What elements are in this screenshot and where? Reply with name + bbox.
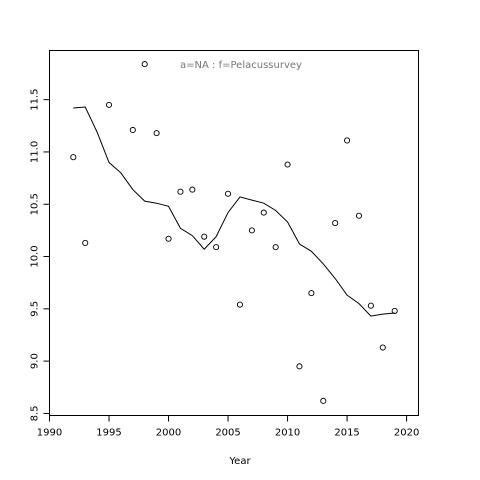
x-tick-label: 2015 [334,428,359,439]
plot-frame [49,50,419,416]
chart-annotation: a=NA : f=Pelacussurvey [180,60,302,71]
data-point [177,188,184,195]
data-point [332,220,339,227]
data-point [153,130,160,137]
series-line [73,106,395,317]
data-point [189,186,196,193]
data-point [248,227,255,234]
data-point [320,397,327,404]
x-axis-title: Year [228,456,251,467]
y-tick-label: 9.5 [30,301,41,317]
data-point [141,61,148,68]
y-tick-label: 10.5 [30,193,41,215]
data-point [355,212,363,219]
data-point [284,161,291,168]
y-axis: 8.5 9.0 9.5 10.0 10.5 11.0 11.5 [30,89,50,421]
data-point [391,307,398,314]
data-point [236,301,244,308]
data-point [296,363,303,370]
data-point [70,154,77,161]
data-point [105,101,113,108]
y-tick-label: 11.5 [30,89,41,111]
x-tick-label: 2000 [156,428,181,439]
x-axis: 1990 1995 2000 2005 2010 2015 2020 [37,415,419,439]
x-tick-label: 2010 [275,428,300,439]
y-tick-label: 11.0 [30,141,41,163]
data-point [272,244,279,251]
data-point [129,126,136,134]
data-point [82,239,89,246]
data-point [379,344,386,351]
data-point [260,209,267,216]
x-tick-label: 2020 [394,428,419,439]
data-point [213,244,220,251]
x-tick-label: 1995 [96,428,121,439]
data-point [165,235,172,242]
data-point [201,233,208,240]
x-tick-label: 1990 [37,428,62,439]
y-tick-label: 8.5 [30,405,41,421]
y-tick-label: 9.0 [30,353,41,369]
data-points [70,61,398,404]
data-point [367,302,374,309]
data-point [308,290,315,297]
data-point [224,190,232,197]
data-point [344,137,351,144]
y-tick-label: 10.0 [30,245,41,267]
x-tick-label: 2005 [215,428,240,439]
